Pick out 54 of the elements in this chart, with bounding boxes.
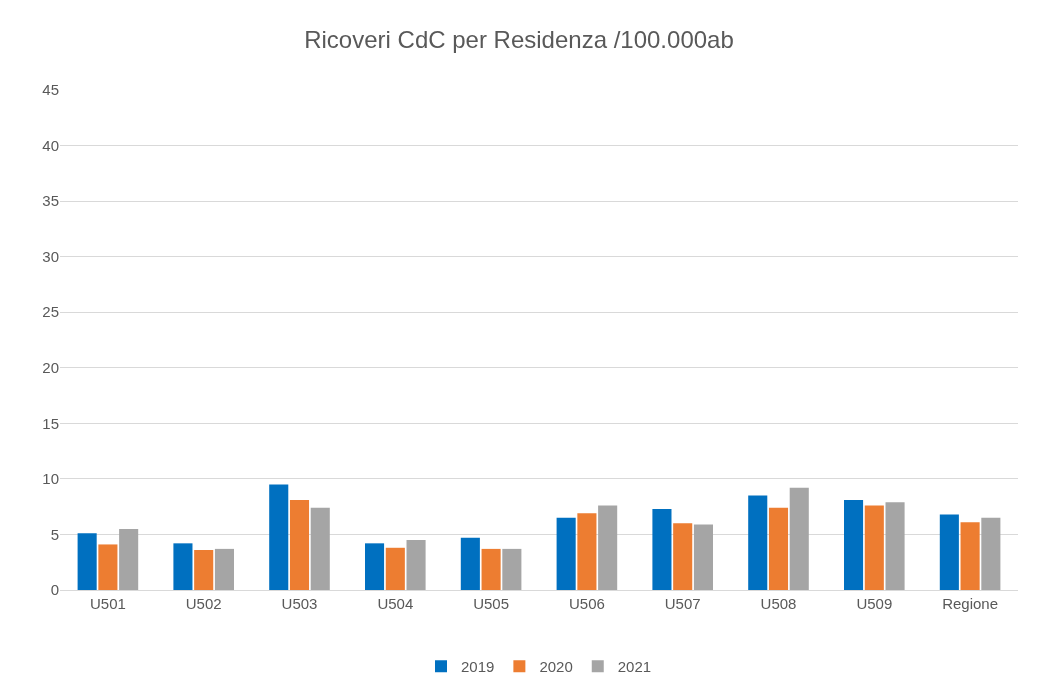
bar	[598, 505, 618, 590]
bar	[981, 517, 1001, 590]
x-tick-label: U503	[281, 595, 318, 612]
y-tick-label: 20	[42, 359, 59, 377]
bar	[214, 548, 234, 590]
bar	[173, 543, 193, 590]
bar	[939, 514, 959, 590]
bar	[673, 523, 693, 590]
y-tick-label: 30	[42, 247, 59, 265]
bar	[844, 500, 864, 590]
bar	[960, 522, 980, 590]
chart-title: Ricoveri CdC per Residenza /100.000ab	[304, 26, 734, 54]
bar	[789, 487, 809, 590]
bar	[885, 502, 905, 590]
legend-label: 2021	[617, 658, 652, 676]
bar	[652, 508, 672, 590]
y-tick-label: 45	[42, 81, 59, 99]
legend-label: 2019	[461, 658, 495, 676]
bar	[385, 547, 405, 590]
y-tick-label: 35	[42, 192, 59, 210]
bar	[502, 548, 522, 590]
bar	[556, 517, 576, 590]
bar	[406, 540, 426, 590]
bar	[577, 513, 597, 590]
y-tick-label: 25	[42, 303, 59, 321]
x-tick-label: U505	[473, 595, 510, 612]
bar	[77, 533, 97, 590]
y-tick-label: 40	[42, 136, 59, 154]
bar	[693, 524, 713, 590]
bar	[119, 528, 139, 590]
x-tick-label: U509	[856, 595, 893, 612]
bar	[289, 500, 310, 590]
bar	[194, 550, 214, 590]
bar	[310, 507, 330, 590]
bar	[460, 537, 480, 590]
x-tick-label: U507	[664, 595, 701, 612]
x-tick-label: U502	[185, 595, 222, 612]
bar	[481, 548, 501, 590]
bar	[768, 507, 789, 590]
y-tick-label: 0	[50, 581, 59, 599]
y-tick-label: 10	[42, 470, 59, 488]
y-tick-label: 5	[50, 525, 59, 543]
legend-label: 2020	[539, 658, 573, 676]
x-tick-label: U504	[377, 595, 414, 612]
bar	[748, 495, 768, 590]
bar	[365, 543, 385, 590]
bar	[98, 544, 118, 590]
bar	[269, 484, 289, 590]
x-tick-label: U501	[89, 595, 126, 612]
y-tick-label: 15	[42, 414, 59, 432]
x-tick-label: Regione	[942, 595, 999, 612]
x-tick-label: U506	[568, 595, 605, 612]
bar	[864, 505, 884, 590]
x-tick-label: U508	[760, 595, 797, 612]
